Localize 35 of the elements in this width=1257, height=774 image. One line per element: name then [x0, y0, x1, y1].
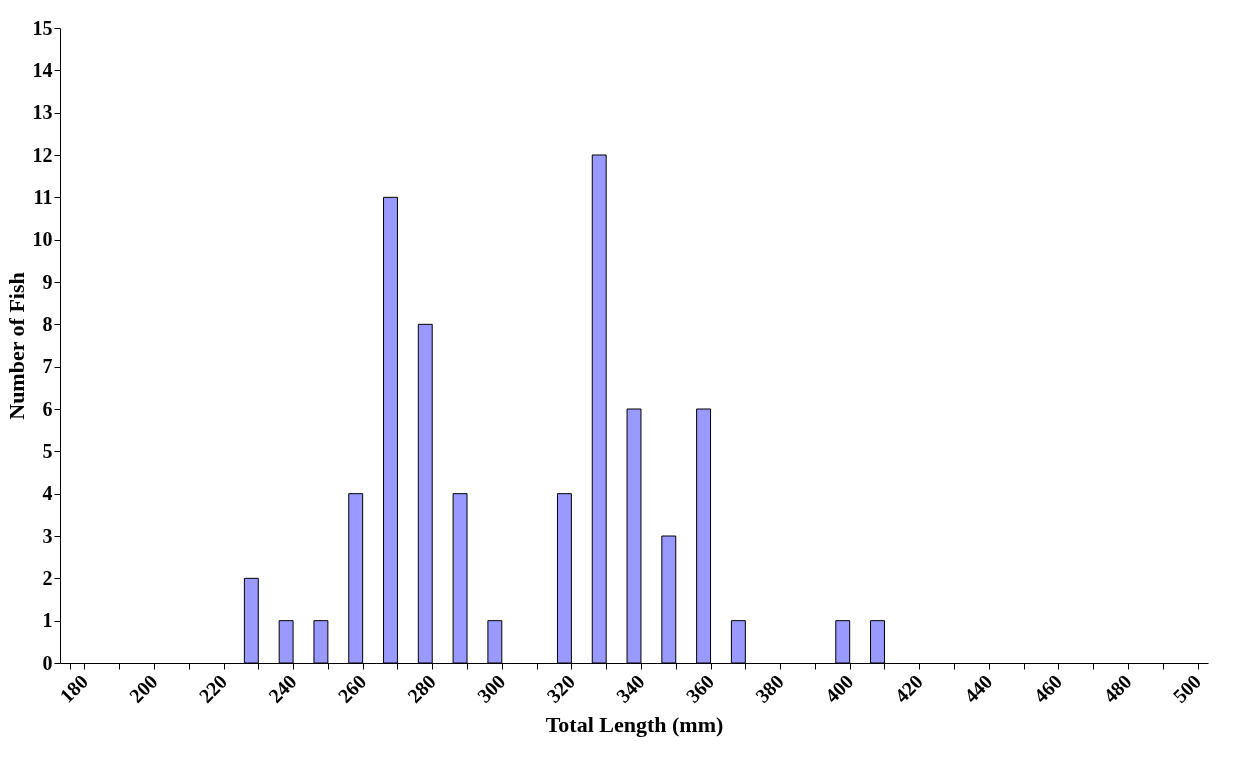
x-tick-label: 380	[751, 670, 788, 707]
y-tick-label: 3	[42, 524, 53, 547]
y-tick-label: 9	[42, 270, 53, 293]
x-tick-label: 280	[403, 670, 440, 707]
y-tick-label: 10	[32, 228, 53, 251]
y-tick-label: 7	[42, 355, 53, 378]
y-tick-label: 8	[42, 312, 53, 335]
y-tick-label: 6	[42, 397, 53, 420]
x-tick-label: 240	[263, 670, 301, 707]
y-tick-label: 4	[42, 482, 53, 505]
x-tick-label: 340	[611, 670, 649, 707]
x-tick-label: 480	[1098, 670, 1136, 707]
y-tick-label: 11	[33, 185, 53, 208]
y-tick-label: 15	[32, 16, 53, 39]
x-tick-label: 420	[890, 670, 927, 707]
x-tick-label: 400	[820, 670, 858, 707]
x-tick-label: 300	[472, 670, 510, 707]
y-tick-label: 2	[42, 566, 53, 589]
y-tick-label: 5	[42, 439, 53, 462]
y-tick-label: 12	[32, 143, 53, 166]
x-axis-title: Total Length (mm)	[545, 711, 724, 737]
x-tick-label: 180	[55, 670, 93, 707]
y-tick-label: 13	[32, 101, 53, 124]
x-tick-label: 220	[194, 670, 232, 707]
y-axis-title: Number of Fish	[3, 272, 29, 420]
x-tick-label: 320	[542, 670, 580, 707]
x-tick-label: 200	[124, 670, 162, 707]
y-tick-label: 0	[42, 651, 53, 674]
x-tick-label: 260	[333, 670, 371, 707]
x-tick-label: 460	[1029, 670, 1067, 707]
x-tick-label: 440	[959, 670, 997, 707]
x-tick-label: 500	[1168, 670, 1206, 707]
x-tick-label: 360	[681, 670, 719, 707]
y-tick-label: 1	[42, 609, 53, 632]
y-tick-label: 14	[32, 58, 53, 81]
